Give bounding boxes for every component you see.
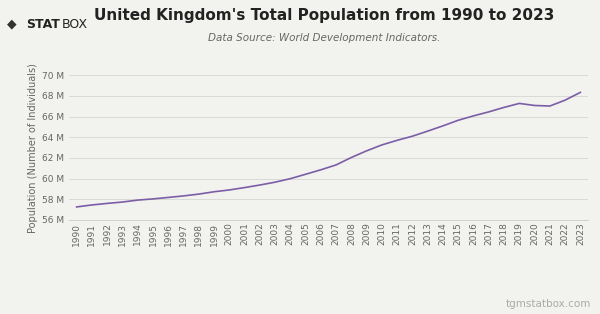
Text: Data Source: World Development Indicators.: Data Source: World Development Indicator… <box>208 33 440 43</box>
Y-axis label: Population (Number of Individuals): Population (Number of Individuals) <box>28 62 38 233</box>
Text: tgmstatbox.com: tgmstatbox.com <box>506 299 591 309</box>
Text: STAT: STAT <box>26 18 60 31</box>
Text: BOX: BOX <box>61 18 88 31</box>
Text: United Kingdom's Total Population from 1990 to 2023: United Kingdom's Total Population from 1… <box>94 8 554 23</box>
Text: ◆: ◆ <box>7 18 16 31</box>
